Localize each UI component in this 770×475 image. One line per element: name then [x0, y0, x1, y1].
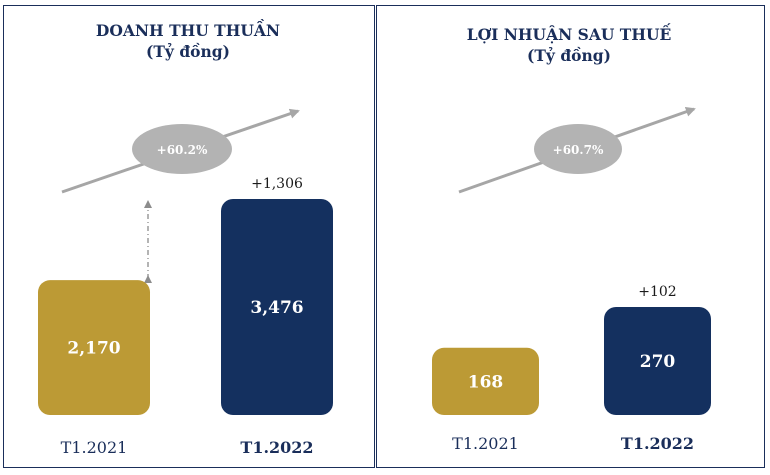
revenue-difference-label: +1,306 — [251, 176, 303, 192]
profit-chart-subtitle: (Tỷ đồng) — [527, 46, 611, 65]
revenue-category-label-2021: T1.2021 — [61, 438, 128, 457]
profit-difference-label: +102 — [638, 284, 676, 300]
revenue-bar-2022 — [221, 199, 333, 415]
profit-category-label-2021: T1.2021 — [452, 434, 519, 453]
profit-value-label-2021: 168 — [468, 372, 504, 392]
profit-value-label-2022: 270 — [640, 352, 676, 372]
revenue-chart-subtitle: (Tỷ đồng) — [146, 42, 230, 61]
revenue-panel — [3, 5, 375, 468]
revenue-value-label-2022: 3,476 — [250, 298, 303, 318]
profit-growth-label: +60.7% — [553, 143, 604, 157]
revenue-value-label-2021: 2,170 — [67, 339, 120, 359]
profit-growth-bubble — [534, 124, 622, 174]
revenue-growth-label: +60.2% — [157, 143, 208, 157]
revenue-category-label-2022: T1.2022 — [240, 438, 313, 457]
revenue-growth-bubble — [132, 124, 232, 174]
profit-bar-2022 — [604, 307, 711, 415]
profit-chart-title: LỢI NHUẬN SAU THUẾ — [467, 24, 672, 44]
revenue-bar-2021 — [38, 280, 150, 415]
revenue-chart-title: DOANH THU THUẦN — [96, 20, 280, 40]
profit-panel — [376, 5, 765, 468]
profit-category-label-2022: T1.2022 — [621, 434, 694, 453]
profit-bar-2021 — [432, 347, 539, 415]
